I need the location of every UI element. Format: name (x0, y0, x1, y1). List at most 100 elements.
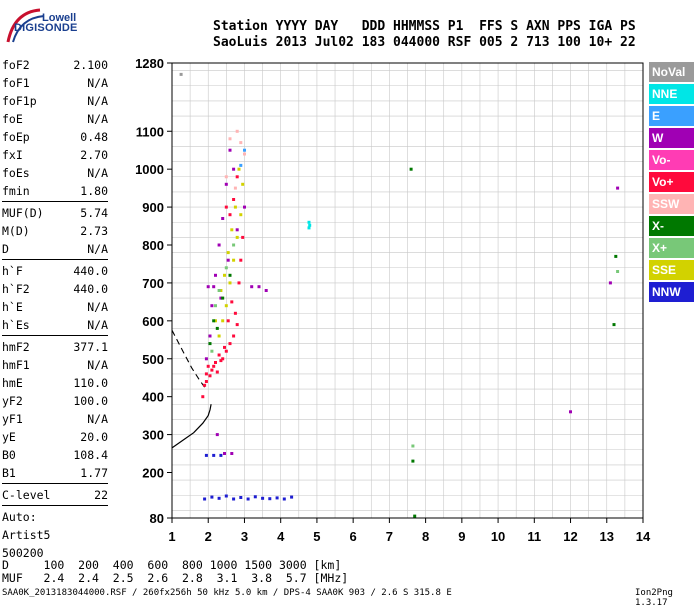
data-point (219, 289, 223, 292)
param-row: hmF2 377.1 (2, 338, 108, 356)
data-point (217, 243, 221, 247)
data-point (204, 372, 208, 376)
logo-brand-top: Lowell (42, 12, 77, 24)
data-point (224, 205, 228, 209)
data-point (253, 495, 257, 499)
legend-item: Vo+ (649, 172, 694, 192)
data-point (224, 266, 228, 270)
param-name: B0 (2, 448, 16, 462)
legend: NoVal NNE E W Vo- Vo+ SSW X- X+ SSE NNW (649, 62, 694, 304)
param-name: MUF(D) (2, 206, 44, 220)
param-separator (2, 201, 108, 202)
data-point (232, 243, 236, 247)
param-name: foF2 (2, 58, 30, 72)
data-point (239, 258, 243, 262)
data-point (226, 258, 230, 262)
param-name: h`F (2, 264, 23, 278)
data-point (221, 296, 225, 300)
y-tick-label: 1280 (135, 56, 164, 71)
param-name: h`F2 (2, 282, 30, 296)
y-tick-label: 500 (142, 352, 164, 367)
y-tick-label: 200 (142, 466, 164, 481)
data-point (219, 453, 223, 457)
data-point (221, 217, 225, 220)
data-point (223, 273, 226, 277)
data-point (246, 497, 250, 501)
x-tick-label: 10 (491, 529, 505, 544)
x-tick-label: 11 (527, 529, 541, 544)
data-point (203, 383, 207, 387)
param-note: Auto: (2, 510, 37, 524)
param-row: MUF(D) 5.74 (2, 204, 108, 222)
param-value: N/A (87, 166, 108, 180)
x-tick-label: 6 (350, 529, 357, 544)
x-tick-label: 5 (313, 529, 320, 544)
y-tick-label: 1000 (135, 162, 164, 177)
footer-version: Ion2Png 1.3.17 (635, 588, 673, 608)
param-name: foF1p (2, 94, 37, 108)
data-point (214, 319, 217, 323)
y-tick-label: 400 (142, 390, 164, 405)
data-point (241, 235, 245, 239)
distance-row: D 100 200 400 600 800 1000 1500 3000 [km… (2, 558, 342, 572)
data-point (261, 496, 265, 500)
data-point (239, 213, 243, 217)
param-value: 5.74 (80, 206, 108, 220)
param-name: C-level (2, 488, 51, 502)
param-name: foE (2, 112, 23, 126)
data-point (264, 289, 268, 292)
data-point (290, 495, 294, 499)
data-point (307, 220, 311, 224)
data-point (210, 304, 214, 308)
data-point (612, 323, 616, 327)
param-separator (2, 259, 108, 260)
data-point (237, 167, 241, 171)
param-name: fxI (2, 148, 23, 162)
data-point (230, 228, 234, 232)
data-point (204, 453, 208, 457)
x-tick-label: 8 (422, 529, 429, 544)
param-name: foEs (2, 166, 30, 180)
y-tick-label: 600 (142, 314, 164, 329)
param-row: h`F 440.0 (2, 262, 108, 280)
data-point (206, 364, 210, 368)
data-point (228, 137, 232, 141)
data-point (413, 514, 417, 518)
legend-item: NNE (649, 84, 694, 104)
param-name: M(D) (2, 224, 30, 238)
y-tick-label: 300 (142, 428, 164, 443)
data-point (217, 353, 221, 357)
param-value: N/A (87, 300, 108, 314)
param-value: 2.100 (73, 58, 108, 72)
data-point (228, 281, 232, 285)
footer-info: SAA0K_2013183044000.RSF / 260fx256h 50 k… (2, 588, 452, 598)
logo-swoosh-icon (6, 8, 45, 43)
param-row: foF1p N/A (2, 92, 108, 110)
x-tick-label: 7 (386, 529, 393, 544)
data-point (232, 167, 236, 171)
param-row: foF2 2.100 (2, 56, 108, 74)
data-point (203, 497, 207, 501)
data-point (206, 285, 210, 289)
data-point (208, 334, 212, 338)
x-tick-label: 9 (458, 529, 465, 544)
legend-item: X+ (649, 238, 694, 258)
data-point (239, 141, 243, 145)
data-point (235, 175, 239, 179)
x-tick-label: 3 (241, 529, 248, 544)
data-point (230, 300, 234, 304)
legend-item: W (649, 128, 694, 148)
legend-item: Vo- (649, 150, 694, 170)
data-point (217, 496, 221, 500)
data-point (217, 289, 221, 292)
x-tick-label: 12 (563, 529, 577, 544)
profile-extrapolation (171, 330, 206, 388)
param-value: 377.1 (73, 340, 108, 354)
legend-item: E (649, 106, 694, 126)
param-value: 22 (94, 488, 108, 502)
param-row: foEs N/A (2, 164, 108, 182)
data-point (232, 497, 236, 501)
param-row: h`E N/A (2, 298, 108, 316)
data-point (226, 319, 230, 323)
data-point (228, 148, 232, 152)
